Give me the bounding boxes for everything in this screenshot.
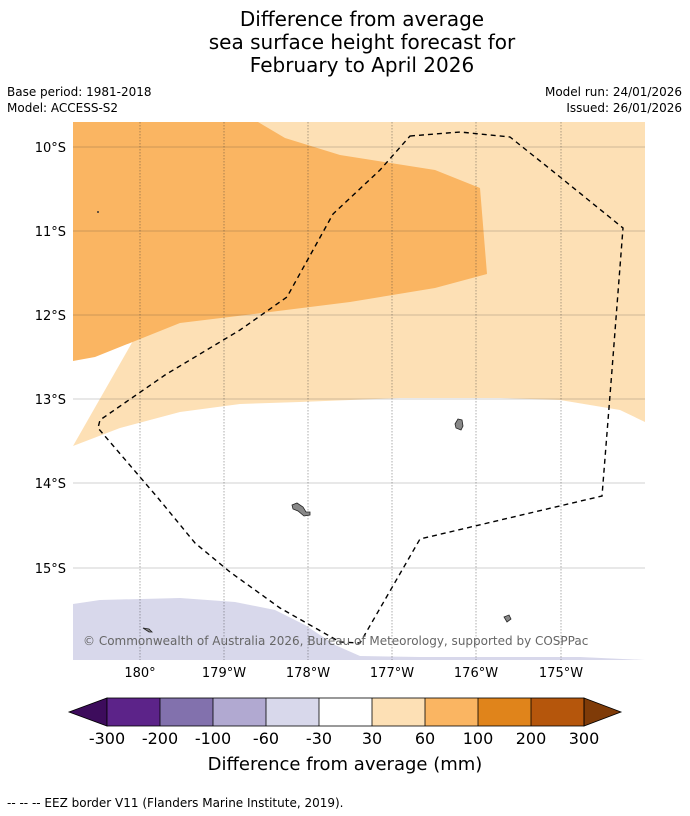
- island-central: [291, 502, 311, 517]
- colorbar-bin-4: [266, 698, 319, 726]
- lat-label-12s: 12°S: [35, 309, 66, 324]
- base-period: Base period: 1981-2018: [7, 85, 152, 99]
- lon-label-178w: 178°W: [286, 666, 330, 681]
- island-southwest: [142, 627, 153, 633]
- colorbar-tick-60: 60: [415, 729, 435, 748]
- colorbar-tick-neg300: -300: [89, 729, 125, 748]
- colorbar-bin-9: [531, 698, 584, 726]
- lon-label-175w: 175°W: [539, 666, 583, 681]
- map-panel: © Commonwealth of Australia 2026, Bureau…: [73, 122, 645, 660]
- lat-label-14s: 14°S: [35, 477, 66, 492]
- anomaly-region-neg30-neg60: [73, 598, 645, 660]
- colorbar-tick-neg30: -30: [306, 729, 332, 748]
- colorbar-tick-200: 200: [516, 729, 547, 748]
- latitude-labels: 10°S 11°S 12°S 13°S 14°S 15°S: [35, 141, 66, 577]
- colorbar-bin-6: [372, 698, 425, 726]
- model-run: Model run: 24/01/2026: [544, 85, 682, 99]
- colorbar-frame: [106, 697, 585, 727]
- lon-label-177w: 177°W: [370, 666, 414, 681]
- lat-label-13s: 13°S: [35, 393, 66, 408]
- colorbar-bin-7: [425, 698, 478, 726]
- title-line-2: sea surface height forecast for: [208, 30, 516, 54]
- title-line-3: February to April 2026: [249, 53, 475, 77]
- info-left: Base period: 1981-2018 Model: ACCESS-S2: [7, 84, 152, 116]
- islands: [97, 211, 512, 633]
- colorbar-below-min: [67, 697, 108, 727]
- copyright-text: © Commonwealth of Australia 2026, Bureau…: [83, 634, 588, 648]
- colorbar-dividers: [159, 698, 532, 726]
- colorbar-tick-100: 100: [463, 729, 494, 748]
- longitude-labels: 180° 179°W 178°W 177°W 176°W 175°W: [124, 666, 583, 681]
- title-line-1: Difference from average: [239, 7, 485, 31]
- lat-label-10s: 10°S: [35, 141, 66, 156]
- lon-label-179w: 179°W: [202, 666, 246, 681]
- colorbar-bin-3: [213, 698, 266, 726]
- colorbar-tick-300: 300: [569, 729, 600, 748]
- lon-label-176w: 176°W: [454, 666, 498, 681]
- chart-title: Difference from average sea surface heig…: [0, 8, 690, 77]
- colorbar-tick-neg200: -200: [142, 729, 178, 748]
- colorbar-bin-1: [107, 698, 160, 726]
- eez-legend-text: -- -- -- EEZ border V11 (Flanders Marine…: [7, 796, 344, 810]
- colorbar-bin-8: [478, 698, 531, 726]
- colorbar-label: Difference from average (mm): [208, 754, 483, 775]
- anomaly-region-60-100: [73, 122, 487, 361]
- colorbar-bin-5: [319, 698, 372, 726]
- issued-date: Issued: 26/01/2026: [566, 101, 682, 115]
- island-north: [97, 211, 99, 213]
- colorbar-tick-neg60: -60: [253, 729, 279, 748]
- lon-label-180: 180°: [124, 666, 155, 681]
- info-right: Model run: 24/01/2026 Issued: 26/01/2026: [545, 84, 682, 116]
- colorbar: -300 -200 -100 -60 -30 30 60 100 200 300…: [67, 697, 623, 775]
- colorbar-ticks: -300 -200 -100 -60 -30 30 60 100 200 300: [89, 729, 599, 748]
- island-east: [454, 418, 464, 431]
- colorbar-tick-neg100: -100: [195, 729, 231, 748]
- colorbar-bin-2: [160, 698, 213, 726]
- model-name: Model: ACCESS-S2: [7, 101, 119, 115]
- graticule: [73, 122, 645, 660]
- island-southeast: [503, 614, 512, 623]
- lat-label-11s: 11°S: [35, 225, 66, 240]
- colorbar-above-max: [583, 697, 623, 727]
- lat-label-15s: 15°S: [35, 562, 66, 577]
- eez-border: [97, 131, 624, 644]
- colorbar-tick-30: 30: [362, 729, 382, 748]
